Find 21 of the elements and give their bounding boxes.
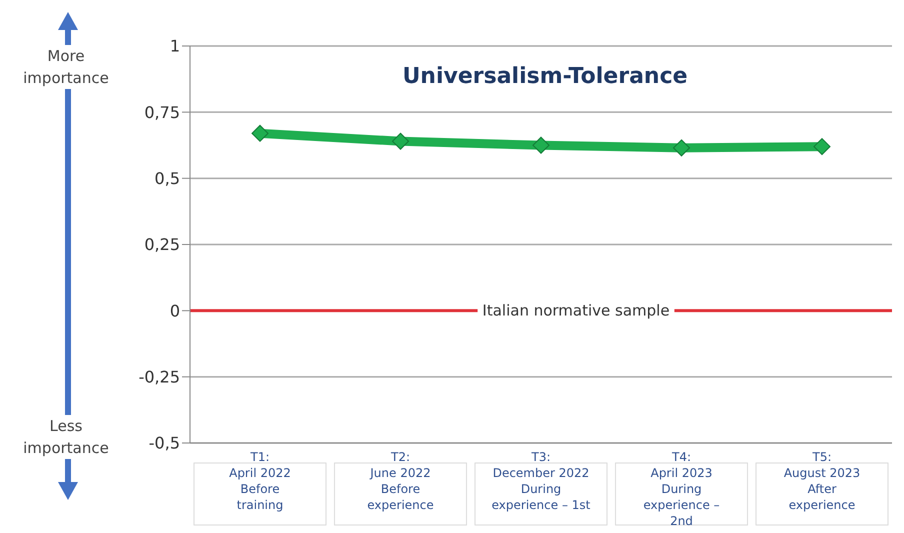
- x-tick-label: T5: August 2023 After experience: [784, 450, 860, 512]
- y-tick-label: 0,25: [144, 235, 180, 254]
- y-tick-label: 0,75: [144, 102, 180, 122]
- text: Universalism-Tolerance: [401, 64, 689, 89]
- x-tick-label: T4: April 2023 During experience – 2nd: [643, 450, 720, 528]
- y-tick-label: 1: [170, 36, 180, 56]
- point: [814, 138, 830, 156]
- point: [252, 124, 268, 142]
- y-tick-label: 0,5: [154, 169, 180, 188]
- y-tick-label: -0,25: [138, 368, 180, 387]
- y-tick-label: 0: [170, 301, 180, 320]
- point: [392, 132, 409, 150]
- x-tick-label: T1: April 2022 Before training: [229, 450, 291, 512]
- point: [532, 136, 550, 154]
- y-tick-label: -0,5: [148, 434, 180, 453]
- x-tick-label: T2: June 2022 Before experience: [367, 450, 434, 512]
- x-tick-label: T3: December 2022 During experience – 1st: [492, 450, 591, 512]
- ref-line-label: Italian normative sample: [482, 302, 670, 320]
- text: Less importance: [8, 415, 124, 459]
- text: More importance: [8, 45, 124, 89]
- point: [673, 139, 690, 156]
